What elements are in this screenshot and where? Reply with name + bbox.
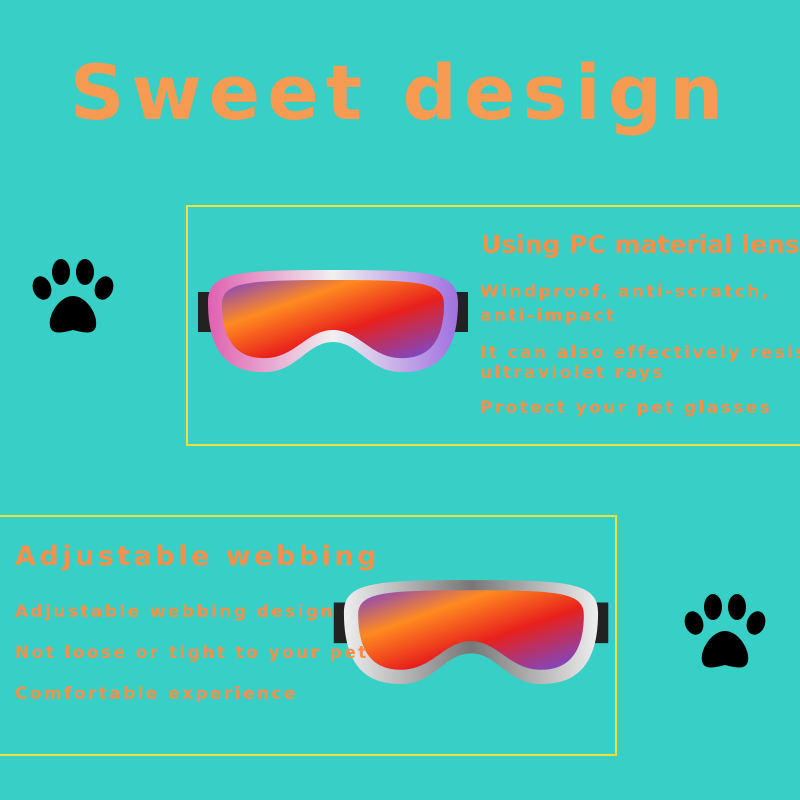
lens-feature-box (186, 205, 800, 446)
lens-line: anti-impact (480, 306, 617, 326)
lens-line: Protect your pet glasses (480, 398, 773, 418)
webbing-feature-box (0, 515, 617, 756)
webbing-heading: Adjustable webbing (15, 541, 380, 572)
lens-heading: Using PC material lens (481, 230, 800, 259)
page-title: Sweet design (69, 48, 731, 137)
lens-line: ultraviolet rays (480, 363, 665, 383)
paw-icon (32, 259, 114, 333)
lens-line: Windproof, anti-scratch, (480, 282, 771, 302)
webbing-line: Adjustable webbing design (15, 602, 335, 622)
goggles-image (333, 580, 609, 684)
paw-icon (684, 594, 766, 668)
webbing-line: Comfortable experience (15, 684, 298, 704)
lens-line: It can also effectively resist (480, 343, 800, 363)
goggles-image (198, 270, 468, 373)
webbing-line: Not loose or tight to your pet (15, 643, 369, 663)
